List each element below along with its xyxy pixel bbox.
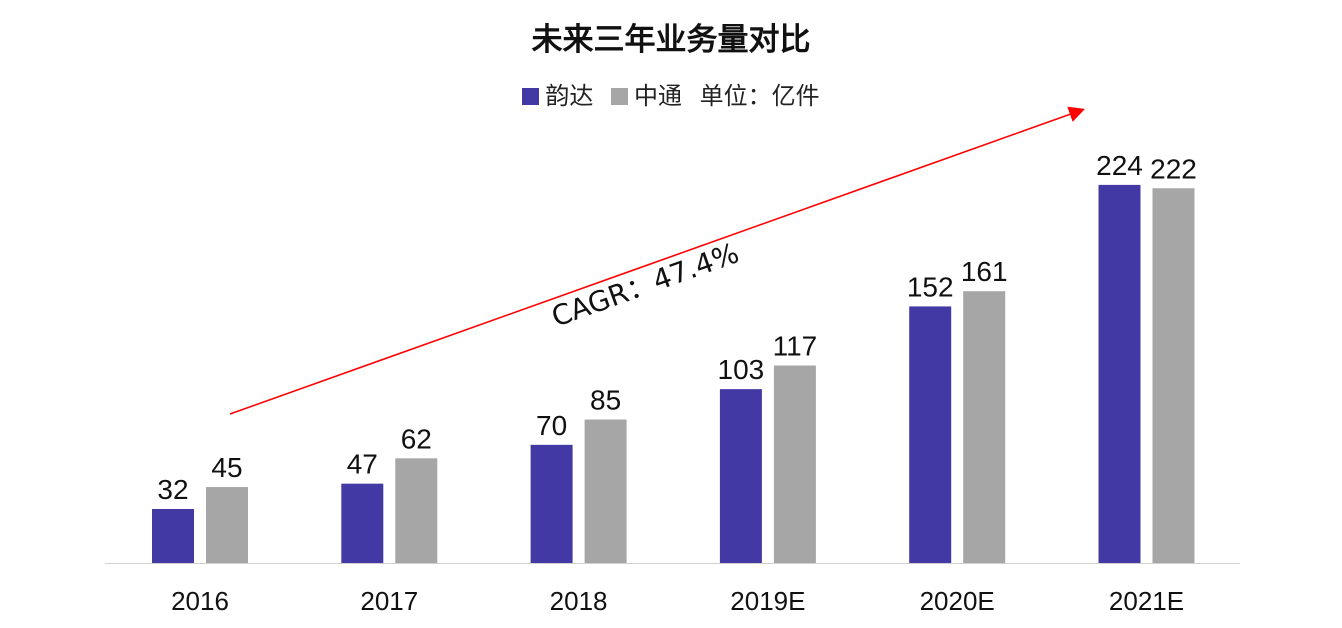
x-tick-label: 2016 [171, 586, 229, 616]
legend: 韵达 中通 单位：亿件 [0, 76, 1342, 111]
bar-zto-2018 [584, 419, 627, 563]
bar-zto-2017 [395, 458, 438, 563]
bar-yunda-2020E [909, 306, 952, 563]
x-tick-label: 2018 [550, 586, 608, 616]
data-label: 117 [773, 331, 818, 362]
data-label: 32 [157, 474, 188, 505]
legend-swatch [611, 88, 628, 105]
data-label: 62 [401, 423, 432, 454]
chart-title: 未来三年业务量对比 [531, 22, 811, 58]
data-label: 152 [907, 271, 954, 302]
legend-item-zto: 中通 [611, 82, 682, 110]
data-label: 103 [718, 354, 765, 385]
data-label: 45 [211, 452, 242, 483]
legend-item-yunda: 韵达 [522, 82, 593, 110]
bar-yunda-2018 [530, 444, 573, 563]
unit-note: 单位：亿件 [699, 82, 820, 110]
bar-yunda-2017 [341, 483, 384, 563]
bar-yunda-2016 [152, 508, 194, 563]
data-label: 85 [590, 385, 621, 416]
data-label: 70 [536, 410, 567, 441]
data-label: 222 [1150, 153, 1197, 184]
bar-zto-2020E [963, 291, 1006, 563]
data-label: 47 [347, 449, 378, 480]
x-tick-label: 2021E [1109, 586, 1184, 616]
bar-zto-2019E [773, 365, 816, 563]
legend-label: 中通 [634, 82, 682, 110]
legend-label: 韵达 [545, 82, 594, 110]
cagr-arrow [229, 106, 1086, 415]
data-label: 224 [1096, 150, 1143, 181]
bar-yunda-2021E [1098, 184, 1141, 563]
bar-zto-2016 [206, 487, 248, 563]
bar-yunda-2019E [719, 389, 762, 563]
legend-swatch [522, 88, 540, 105]
data-label: 161 [961, 256, 1008, 287]
x-tick-label: 2017 [360, 586, 418, 616]
x-tick-label: 2020E [920, 586, 995, 616]
x-tick-label: 2019E [730, 586, 805, 616]
bar-zto-2021E [1152, 188, 1195, 563]
cagr-annotation: CAGR：47.4% [547, 236, 743, 333]
